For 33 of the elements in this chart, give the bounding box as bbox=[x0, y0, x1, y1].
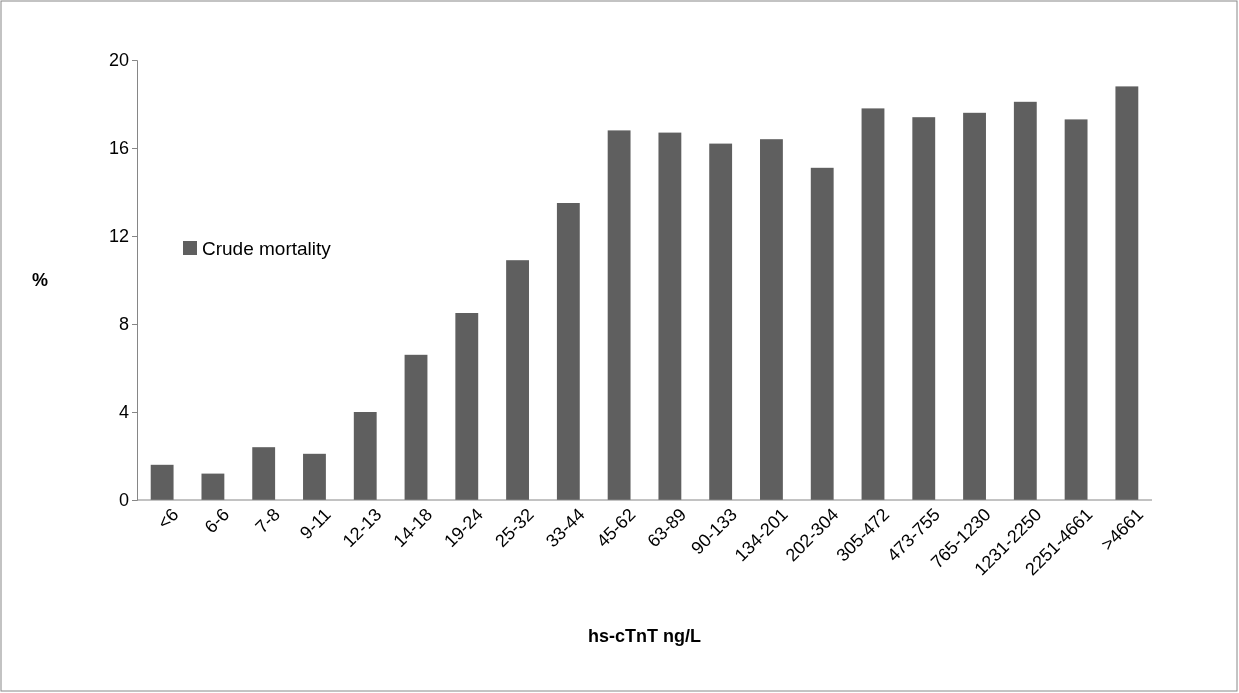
bar bbox=[810, 167, 834, 500]
bar bbox=[252, 447, 276, 500]
bar bbox=[150, 464, 174, 500]
bar bbox=[1064, 119, 1088, 500]
bar bbox=[709, 143, 733, 500]
legend-label: Crude mortality bbox=[202, 238, 332, 259]
y-tick-label: 4 bbox=[118, 402, 129, 423]
bar bbox=[353, 412, 377, 500]
bar bbox=[404, 354, 428, 500]
bar bbox=[303, 453, 326, 500]
bar bbox=[556, 203, 580, 500]
y-axis-title: % bbox=[31, 270, 49, 290]
bar bbox=[760, 139, 783, 500]
y-tick-label: 16 bbox=[108, 138, 129, 159]
y-tick-label: 8 bbox=[118, 314, 129, 335]
x-tick-label: <6 bbox=[153, 504, 183, 534]
bar bbox=[455, 313, 479, 500]
y-tick-label: 12 bbox=[108, 226, 129, 247]
x-tick-label: 7-8 bbox=[251, 504, 284, 537]
bar bbox=[963, 112, 986, 500]
x-tick-label: 6-6 bbox=[200, 504, 234, 537]
bar bbox=[201, 473, 225, 500]
y-tick-label: 20 bbox=[108, 50, 129, 71]
bar bbox=[506, 260, 529, 500]
y-tick-label: 0 bbox=[118, 490, 129, 511]
x-axis-title: hs-cTnT ng/L bbox=[588, 626, 701, 646]
bar bbox=[861, 108, 885, 500]
bar bbox=[1115, 86, 1139, 500]
x-tick-label: 9-11 bbox=[296, 504, 335, 544]
bar bbox=[912, 117, 936, 500]
bar bbox=[607, 130, 631, 500]
bar bbox=[658, 132, 682, 500]
bar bbox=[1013, 101, 1037, 500]
